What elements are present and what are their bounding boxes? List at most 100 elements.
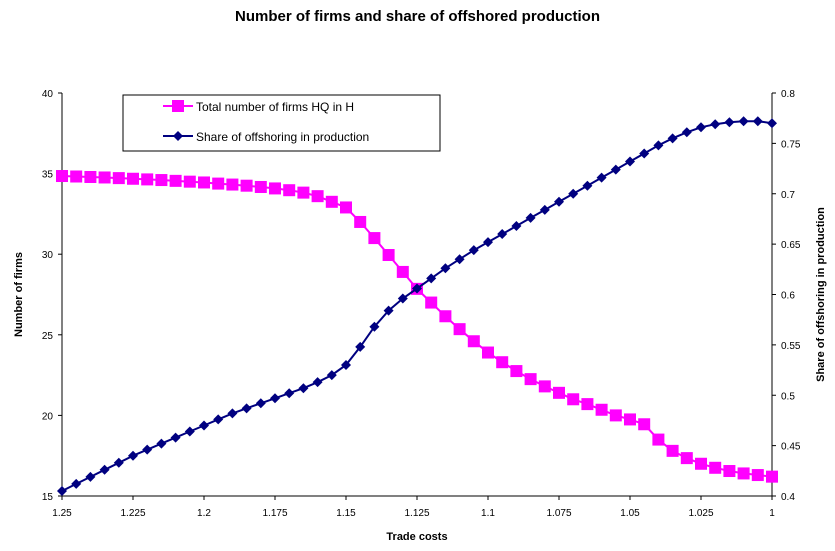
y-left-tick-label: 25 xyxy=(42,331,54,342)
y-left-tick-label: 20 xyxy=(42,411,54,422)
data-point-firms xyxy=(638,418,651,431)
data-point-firms xyxy=(325,195,338,208)
data-point-offshoring xyxy=(582,180,593,191)
y-right-tick-label: 0.5 xyxy=(781,391,795,402)
data-point-firms xyxy=(496,356,509,369)
data-point-offshoring xyxy=(199,420,209,431)
y-right-tick-label: 0.7 xyxy=(781,190,795,201)
series-line-0 xyxy=(61,175,773,478)
data-point-firms xyxy=(624,413,636,426)
data-point-firms xyxy=(695,457,707,470)
data-point-offshoring xyxy=(369,321,380,332)
data-point-firms xyxy=(212,177,225,190)
data-point-offshoring xyxy=(639,148,650,159)
data-point-offshoring xyxy=(57,485,67,496)
data-point-offshoring xyxy=(170,432,181,443)
data-point-offshoring xyxy=(738,116,749,127)
y-left-tick-label: 30 xyxy=(42,250,54,261)
data-point-offshoring xyxy=(483,237,493,248)
data-point-offshoring xyxy=(128,450,138,461)
chart-title: Number of firms and share of offshored p… xyxy=(234,8,601,25)
data-point-offshoring xyxy=(667,133,678,144)
x-tick-label: 1.05 xyxy=(620,508,640,519)
y-right-tick-label: 0.6 xyxy=(781,291,795,302)
data-point-firms xyxy=(382,249,395,262)
data-point-offshoring xyxy=(426,273,437,284)
data-point-offshoring xyxy=(156,438,167,449)
data-point-firms xyxy=(112,172,125,185)
data-point-offshoring xyxy=(213,414,224,425)
data-point-firms xyxy=(98,171,111,184)
data-point-firms xyxy=(652,433,665,446)
data-point-firms xyxy=(723,465,736,478)
data-point-offshoring xyxy=(596,172,607,183)
data-point-firms xyxy=(169,174,182,187)
x-tick-label: 1.025 xyxy=(688,508,713,519)
data-point-firms xyxy=(510,365,523,378)
data-point-offshoring xyxy=(284,388,295,399)
data-point-offshoring xyxy=(383,305,394,316)
data-point-offshoring xyxy=(497,229,508,240)
data-point-offshoring xyxy=(341,360,351,371)
legend-label-firms: Total number of firms HQ in H xyxy=(196,100,354,114)
data-point-firms xyxy=(581,398,594,411)
data-point-firms xyxy=(283,184,296,197)
data-point-firms xyxy=(595,403,608,416)
y-left-tick-label: 35 xyxy=(42,170,54,181)
series-layer xyxy=(56,116,778,496)
data-point-firms xyxy=(425,296,438,309)
x-tick-label: 1.125 xyxy=(404,508,429,519)
data-point-offshoring xyxy=(412,283,422,294)
data-point-firms xyxy=(269,182,281,195)
data-point-firms xyxy=(127,172,139,185)
x-tick-label: 1 xyxy=(769,508,775,519)
data-point-offshoring xyxy=(255,398,266,409)
data-point-firms xyxy=(524,373,537,386)
data-point-firms xyxy=(538,380,551,393)
y-right-tick-label: 0.45 xyxy=(781,442,801,453)
data-point-offshoring xyxy=(71,478,82,489)
data-point-firms xyxy=(751,469,764,482)
x-tick-label: 1.15 xyxy=(336,508,356,519)
data-point-firms xyxy=(70,170,83,183)
data-point-offshoring xyxy=(752,116,763,127)
data-point-firms xyxy=(141,173,154,186)
data-point-offshoring xyxy=(554,196,564,207)
y-axis-left-label: Number of firms xyxy=(13,252,25,337)
data-point-offshoring xyxy=(184,426,195,437)
data-point-offshoring xyxy=(696,122,706,133)
y-right-tick-label: 0.8 xyxy=(781,89,795,100)
y-right-tick-label: 0.75 xyxy=(781,139,801,150)
x-tick-label: 1.175 xyxy=(262,508,287,519)
data-point-firms xyxy=(198,176,210,189)
data-point-firms xyxy=(155,174,168,187)
data-point-firms xyxy=(737,467,750,480)
legend: Total number of firms HQ in H Share of o… xyxy=(122,94,441,152)
data-point-offshoring xyxy=(298,383,309,394)
data-point-offshoring xyxy=(610,164,621,175)
data-point-firms xyxy=(240,179,253,192)
data-point-firms xyxy=(396,265,409,278)
series-line-1 xyxy=(61,120,773,492)
x-tick-label: 1.25 xyxy=(52,508,72,519)
data-point-offshoring xyxy=(511,220,522,231)
data-point-offshoring xyxy=(85,471,96,482)
y-left-tick-label: 40 xyxy=(42,89,54,100)
data-point-offshoring xyxy=(355,341,366,352)
data-point-offshoring xyxy=(724,117,735,128)
data-point-firms xyxy=(567,393,580,406)
y-left-tick-label: 15 xyxy=(42,492,54,503)
data-point-firms xyxy=(56,170,68,183)
data-point-offshoring xyxy=(681,127,692,138)
data-point-offshoring xyxy=(227,408,238,419)
data-point-offshoring xyxy=(326,370,337,381)
legend-label-offshoring: Share of offshoring in production xyxy=(196,130,369,144)
data-point-firms xyxy=(609,409,622,422)
data-point-offshoring xyxy=(397,293,408,304)
data-point-firms xyxy=(254,180,267,193)
legend-marker-firms xyxy=(172,100,184,112)
data-point-offshoring xyxy=(454,254,465,265)
legend-marker-offshoring xyxy=(173,131,183,141)
data-point-firms xyxy=(183,175,196,188)
data-point-offshoring xyxy=(653,140,664,151)
